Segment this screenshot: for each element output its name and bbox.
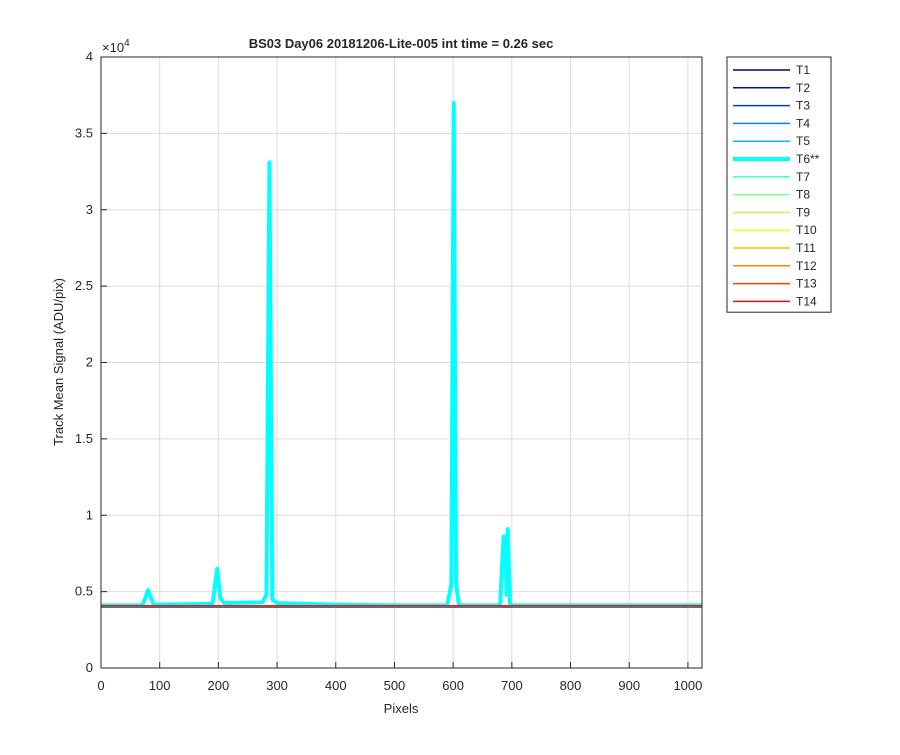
y-tick-label: 3 — [86, 202, 93, 217]
x-axis-label: Pixels — [384, 701, 419, 716]
x-tick-label: 900 — [618, 678, 640, 693]
y-tick-label: 2.5 — [75, 278, 93, 293]
legend-label: T7 — [796, 170, 810, 184]
y-multiplier-exponent: 4 — [124, 38, 130, 49]
y-tick-label: 0 — [86, 660, 93, 675]
x-tick-label: 700 — [501, 678, 523, 693]
y-tick-label: 0.5 — [75, 584, 93, 599]
legend-label: T8 — [796, 188, 810, 202]
y-tick-label: 2 — [86, 355, 93, 370]
x-tick-label: 100 — [149, 678, 171, 693]
x-tick-label: 0 — [97, 678, 104, 693]
legend-label: T1 — [796, 63, 810, 77]
legend-label: T12 — [796, 259, 817, 273]
x-tick-label: 1000 — [673, 678, 702, 693]
y-multiplier-base: ×10 — [102, 40, 124, 55]
x-tick-label: 800 — [560, 678, 582, 693]
y-multiplier: ×104 — [102, 38, 130, 55]
series-line — [101, 100, 702, 608]
x-tick-label: 600 — [442, 678, 464, 693]
legend-label: T2 — [796, 81, 810, 95]
legend-label: T3 — [796, 99, 810, 113]
y-tick-label: 1.5 — [75, 431, 93, 446]
y-tick-label: 3.5 — [75, 125, 93, 140]
y-tick-label: 1 — [86, 507, 93, 522]
x-tick-label: 300 — [266, 678, 288, 693]
lines — [101, 100, 702, 608]
y-tick-label: 4 — [86, 49, 93, 64]
legend-label: T4 — [796, 116, 810, 130]
legend: T1 T2 T3 T4 T5 T6** T7 T8 T9 T10 T11 T12 T13 T14 — [726, 56, 832, 313]
legend-label: T10 — [796, 223, 817, 237]
legend-label: T11 — [796, 241, 816, 255]
x-tick-label: 500 — [384, 678, 406, 693]
legend-label: T14 — [796, 294, 817, 308]
y-axis-label: Track Mean Signal (ADU/pix) — [51, 278, 66, 446]
x-tick-label: 400 — [325, 678, 347, 693]
legend-label: T5 — [796, 134, 810, 148]
legend-box — [726, 56, 832, 313]
legend-label: T6** — [796, 152, 820, 166]
x-tick-label: 200 — [208, 678, 230, 693]
chart-title: BS03 Day06 20181206-Lite-005 int time = … — [249, 36, 554, 51]
legend-label: T9 — [796, 205, 810, 219]
legend-label: T13 — [796, 277, 817, 291]
